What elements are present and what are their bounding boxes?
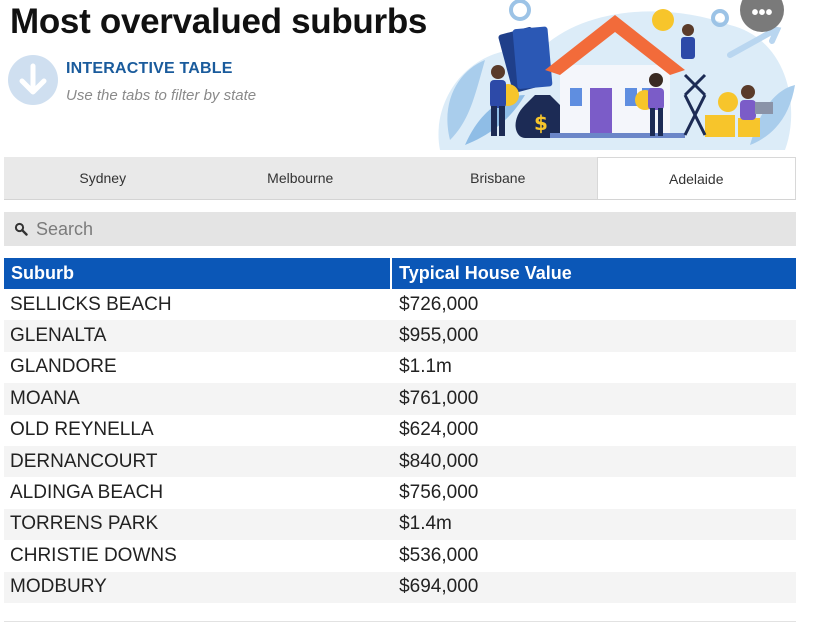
table-row: TORRENS PARK $1.4m [4,508,796,541]
table-row: SELLICKS BEACH $726,000 [4,289,796,321]
divider [4,621,796,622]
table-header-row: Suburb Typical House Value [4,258,796,289]
search-input[interactable] [36,214,736,244]
suburb-cell: OLD REYNELLA [4,414,392,446]
page-title: Most overvalued suburbs [10,2,428,41]
house-value-cell: $840,000 [391,445,796,478]
table-row: MODBURY $694,000 [4,571,796,603]
info-heading: INTERACTIVE TABLE [66,60,233,77]
table-row: GLENALTA $955,000 [4,320,796,352]
house-value-cell: $955,000 [391,320,796,352]
house-value-cell: $726,000 [391,289,796,321]
tab-melbourne[interactable]: Melbourne [267,170,334,186]
house-value-cell: $624,000 [391,414,796,446]
state-tabs: Sydney Melbourne Brisbane Adelaide [4,157,796,200]
column-header-house-value[interactable]: Typical House Value [390,258,796,289]
house-finance-illustration: $ [430,0,800,150]
search-bar [4,212,796,246]
search-icon [14,222,28,236]
house-value-cell: $1.1m [391,351,796,384]
tab-brisbane[interactable]: Brisbane [470,170,526,186]
suburb-cell: MOANA [4,383,392,415]
suburb-cell: MODBURY [4,571,392,603]
tab-sydney[interactable]: Sydney [79,170,127,186]
house-value-cell: $756,000 [391,477,796,509]
suburb-cell: GLENALTA [4,320,392,352]
house-value-cell: $761,000 [391,383,796,415]
table-row: GLANDORE $1.1m [4,351,796,384]
table-row: CHRISTIE DOWNS $536,000 [4,540,796,572]
table-row: MOANA $761,000 [4,383,796,415]
info-block: INTERACTIVE TABLE Use the tabs to filter… [8,55,428,111]
table-row: ALDINGA BEACH $756,000 [4,477,796,509]
house-value-cell: $536,000 [391,540,796,572]
house-value-cell: $694,000 [391,571,796,603]
svg-text:$: $ [534,111,548,135]
table-row: DERNANCOURT $840,000 [4,445,796,478]
suburb-cell: SELLICKS BEACH [4,289,392,321]
column-header-suburb[interactable]: Suburb [4,258,392,289]
arrow-down-circle-icon [8,55,58,105]
house-value-cell: $1.4m [391,508,796,541]
info-subtext: Use the tabs to filter by state [66,87,257,104]
suburb-table: Suburb Typical House Value SELLICKS BEAC… [4,258,796,603]
suburb-cell: DERNANCOURT [4,445,392,478]
table-row: OLD REYNELLA $624,000 [4,414,796,446]
suburb-cell: CHRISTIE DOWNS [4,540,392,572]
suburb-cell: GLANDORE [4,351,392,384]
suburb-cell: TORRENS PARK [4,508,392,541]
suburb-cell: ALDINGA BEACH [4,477,392,509]
tab-adelaide[interactable]: Adelaide [596,157,796,199]
